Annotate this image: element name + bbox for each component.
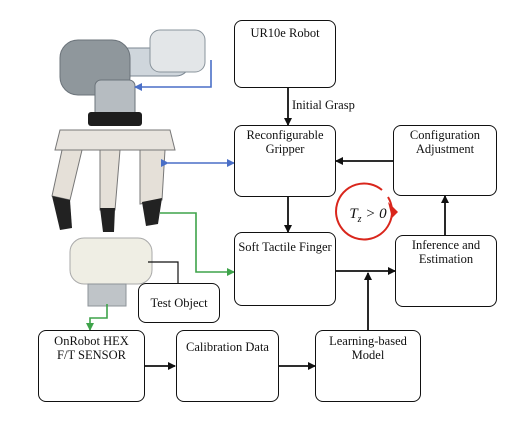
ur10e-robot-box bbox=[234, 20, 336, 88]
calibration-data-label: Calibration Data bbox=[186, 340, 269, 354]
initial-grasp-label: Initial Grasp bbox=[292, 98, 355, 112]
configuration-adjustment-label: Configuration Adjustment bbox=[409, 128, 481, 156]
configuration-adjustment-box bbox=[393, 125, 497, 196]
onrobot-sensor-label: OnRobot HEX F/T SENSOR bbox=[54, 334, 129, 362]
torque-condition-label: Tz > 0 bbox=[349, 206, 387, 226]
reconfigurable-gripper-box bbox=[234, 125, 336, 197]
torque-rotation-icon bbox=[335, 182, 398, 241]
test-object-label: Test Object bbox=[150, 296, 208, 310]
learning-model-box bbox=[315, 330, 421, 402]
soft-tactile-finger-box bbox=[234, 232, 336, 306]
test-object-box bbox=[138, 283, 220, 323]
ur10e-robot-photo bbox=[51, 29, 206, 307]
reconfigurable-gripper-label: Reconfigurable Gripper bbox=[246, 128, 324, 156]
inference-estimation-label: Inference and Estimation bbox=[411, 238, 481, 266]
ur10e-robot-label: UR10e Robot bbox=[250, 26, 320, 40]
inference-estimation-box bbox=[395, 235, 497, 307]
soft-tactile-finger-label: Soft Tactile Finger bbox=[238, 240, 332, 254]
onrobot-sensor-box bbox=[38, 330, 145, 402]
calibration-data-box bbox=[176, 330, 279, 402]
learning-model-label: Learning-based Model bbox=[329, 334, 407, 362]
